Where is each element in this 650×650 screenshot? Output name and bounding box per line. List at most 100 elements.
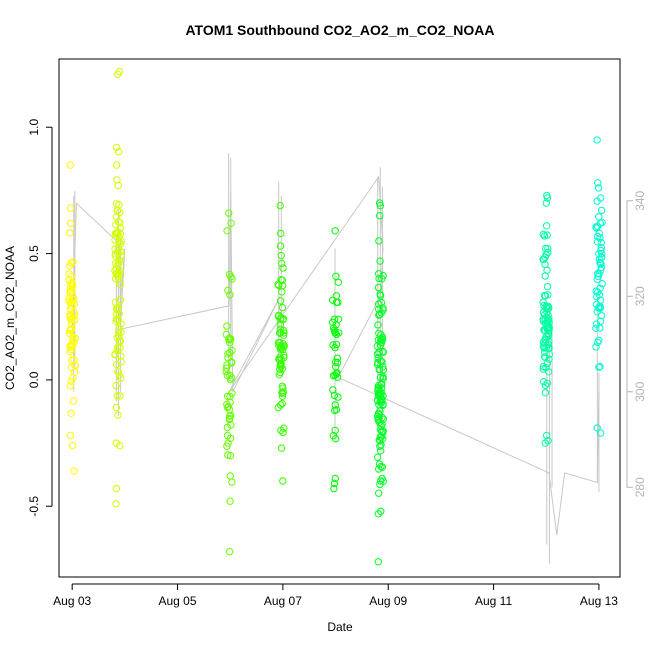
data-point [113,176,121,184]
data-point [225,209,233,217]
data-point [68,441,77,450]
y2-axis: 280 300 320 340 [626,190,647,497]
data-point [330,391,339,400]
data-point [374,283,383,292]
data-point [334,278,342,286]
data-point [597,206,606,215]
data-point [377,507,385,515]
data-point [111,259,120,268]
data-point [111,298,120,306]
data-point [226,291,234,299]
data-point [593,424,601,432]
data-point [373,453,382,461]
data-point [374,354,382,362]
data-point [379,272,387,280]
data-point [594,338,602,347]
data-point [596,258,604,267]
data-point [329,432,338,440]
data-point [66,287,75,296]
data-point [379,304,387,312]
data-point [597,238,605,247]
data-point [278,392,287,400]
data-point [332,340,341,349]
data-point [375,385,383,393]
data-point [114,148,123,156]
data-point [278,388,286,397]
data-point [225,415,234,424]
data-point [373,397,382,405]
data-point [112,500,120,508]
data-point [70,467,78,475]
data-point [332,292,341,300]
data-point [114,244,123,253]
data-point [545,327,553,335]
data-point [226,339,234,347]
data-point [329,386,337,394]
data-point [279,264,287,272]
data-point [331,329,339,337]
data-point [541,319,550,327]
data-point [332,272,340,280]
data-point [373,342,381,350]
data-point [115,371,124,379]
data-point [376,477,385,485]
data-point [374,558,382,566]
data-point [222,364,231,372]
chart-title: ATOM1 Southbound CO2_AO2_m_CO2_NOAA [185,22,494,38]
data-point [539,315,547,323]
data-point [226,452,235,460]
data-point [331,227,339,235]
data-point [66,431,75,440]
data-point [112,484,121,493]
data-point [541,272,549,280]
data-point [114,411,122,419]
data-point [541,389,550,397]
data-point [66,325,75,334]
data-point [226,348,234,357]
data-point [379,375,387,383]
x-tick-label: Aug 03 [53,594,91,608]
data-point [226,336,234,344]
data-point [374,321,382,329]
data-point [333,373,342,381]
data-point [595,229,603,238]
data-point [540,353,549,361]
data-point [596,219,604,227]
data-point [331,401,339,409]
data-point [542,431,551,440]
data-point [376,212,384,220]
data-point [279,345,287,354]
x-axis-label: Date [327,620,353,634]
data-point [542,199,550,207]
data-point [539,338,548,346]
data-point [114,272,122,280]
data-point [539,230,547,239]
data-point [540,378,548,386]
data-point [375,270,383,278]
data-point [67,409,75,417]
data-point [595,255,604,264]
data-point [228,478,236,486]
data-point [376,389,384,397]
data-point [329,324,338,332]
data-point [596,362,604,371]
data-point [223,227,231,235]
data-point [378,427,386,436]
y-tick-label: -0.5 [27,496,41,517]
data-point [276,325,285,333]
data-point [112,161,121,169]
data-point [594,269,602,278]
data-point [379,366,388,374]
y-axis: -0.5 0.0 0.5 1.0 [27,119,53,517]
data-point [224,439,232,447]
data-point [67,219,75,227]
data-point [596,324,604,332]
data-point [65,270,73,278]
data-point [332,363,340,371]
data-point [223,392,232,400]
data-point [113,392,121,400]
data-point [592,343,600,351]
data-point [545,324,553,332]
